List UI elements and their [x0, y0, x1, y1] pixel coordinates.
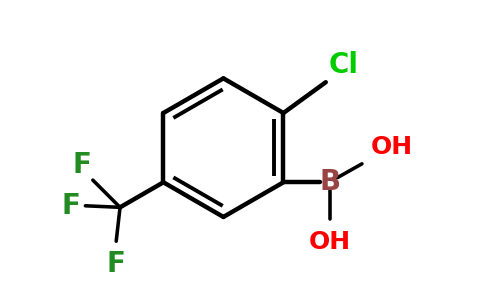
Text: Cl: Cl — [329, 51, 359, 79]
Text: F: F — [107, 250, 126, 278]
Text: OH: OH — [371, 135, 413, 159]
Text: F: F — [61, 192, 80, 220]
Text: OH: OH — [309, 230, 351, 254]
Text: B: B — [319, 168, 340, 196]
Text: F: F — [73, 151, 91, 178]
